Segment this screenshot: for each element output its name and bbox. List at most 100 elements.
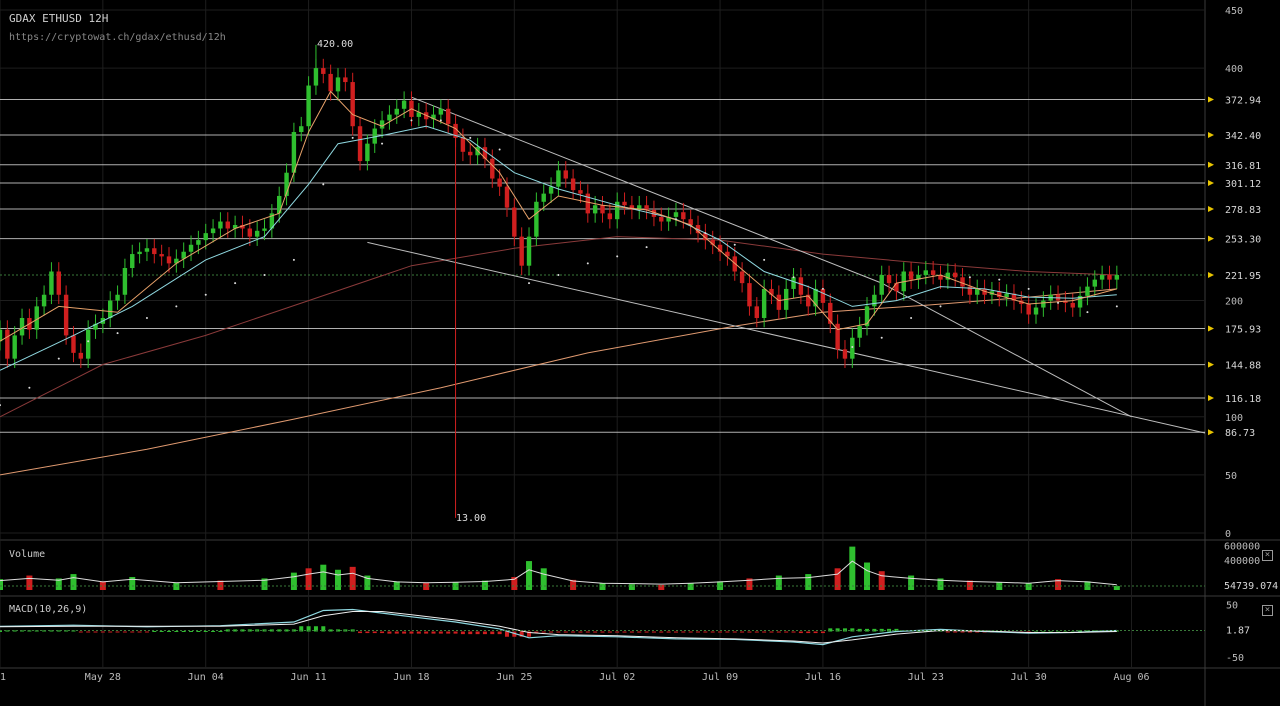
psar-dot xyxy=(880,336,883,339)
price-level-label: 144.88 xyxy=(1225,361,1261,372)
candle-body xyxy=(328,73,333,92)
volume-bar xyxy=(864,562,871,590)
candle-body xyxy=(563,170,568,179)
macd-current-label: 1.87 xyxy=(1226,626,1250,637)
macd-histogram-bar xyxy=(945,631,950,633)
candle-body xyxy=(482,147,488,159)
macd-histogram-bar xyxy=(681,631,686,633)
macd-histogram-bar xyxy=(299,626,304,632)
macd-histogram-bar xyxy=(747,631,752,633)
macd-histogram-bar xyxy=(137,631,142,633)
macd-histogram-bar xyxy=(637,631,642,633)
price-level-label: 301.12 xyxy=(1225,179,1261,190)
psar-dot xyxy=(821,287,824,290)
macd-histogram-bar xyxy=(174,630,179,632)
volume-bar xyxy=(570,579,577,590)
macd-histogram-bar xyxy=(666,631,671,633)
candle-body xyxy=(34,306,39,330)
y-tick-label: 400 xyxy=(1225,64,1243,75)
macd-histogram-bar xyxy=(409,631,414,634)
macd-histogram-bar xyxy=(56,630,61,632)
macd-histogram-bar xyxy=(93,631,98,633)
psar-dot xyxy=(145,316,148,319)
psar-dot xyxy=(57,357,60,360)
macd-histogram-bar xyxy=(460,631,465,635)
candle-body xyxy=(401,100,407,109)
volume-close-icon[interactable]: × xyxy=(1262,550,1273,561)
psar-dot xyxy=(557,273,560,276)
candle-body xyxy=(930,270,936,275)
macd-histogram-bar xyxy=(64,630,69,632)
candle-body xyxy=(490,158,495,179)
candle-body xyxy=(504,186,510,208)
macd-histogram-bar xyxy=(365,631,370,634)
candle-body xyxy=(908,271,914,280)
price-level-marker xyxy=(1208,272,1214,279)
x-tick-label: 21 xyxy=(0,672,6,683)
x-tick-label: Jun 18 xyxy=(393,672,429,683)
price-level-label: 221.95 xyxy=(1225,271,1261,282)
candle-body xyxy=(1092,279,1097,287)
candle-body xyxy=(938,274,943,280)
macd-histogram-bar xyxy=(78,631,83,633)
psar-dot xyxy=(645,246,648,249)
y-tick-label: 200 xyxy=(1225,297,1243,308)
macd-histogram-bar xyxy=(696,631,701,633)
candle-body xyxy=(379,120,385,129)
psar-dot xyxy=(792,276,795,279)
candle-body xyxy=(108,300,113,318)
psar-dot xyxy=(910,316,913,319)
price-level-marker xyxy=(1208,394,1214,401)
macd-histogram-bar xyxy=(622,631,627,633)
candle-body xyxy=(93,323,98,330)
psar-dot xyxy=(528,282,531,285)
volume-bar xyxy=(217,580,224,590)
psar-dot xyxy=(674,218,677,221)
candle-body xyxy=(688,219,693,226)
candle-body xyxy=(673,212,679,217)
psar-dot xyxy=(204,293,207,296)
price-level-label: 342.40 xyxy=(1225,131,1261,142)
macd-histogram-bar xyxy=(321,626,326,632)
macd-histogram-bar xyxy=(607,631,612,633)
psar-dot xyxy=(263,273,266,276)
x-tick-label: Jul 02 xyxy=(599,672,635,683)
volume-bar xyxy=(70,574,77,590)
volume-bar xyxy=(1025,583,1032,590)
candle-body xyxy=(952,272,958,278)
candle-body xyxy=(717,244,723,252)
candle-body xyxy=(556,170,561,187)
candle-body xyxy=(394,108,399,115)
candle-body xyxy=(578,190,583,194)
macd-close-icon[interactable]: × xyxy=(1262,605,1273,616)
candle-body xyxy=(144,248,150,252)
macd-histogram-bar xyxy=(651,631,656,633)
psar-dot xyxy=(410,119,413,122)
macd-histogram-bar xyxy=(306,626,311,632)
candle-body xyxy=(828,302,833,324)
candle-body xyxy=(629,205,635,210)
volume-bar xyxy=(540,568,547,590)
candle-body xyxy=(218,221,223,229)
volume-bar xyxy=(334,569,341,590)
candle-body xyxy=(0,329,3,342)
macd-histogram-bar xyxy=(578,631,583,633)
candle-body xyxy=(886,274,892,284)
volume-bar xyxy=(364,575,371,590)
candle-body xyxy=(188,244,194,252)
macd-histogram-bar xyxy=(842,628,847,632)
macd-histogram-bar xyxy=(402,631,407,634)
candle-body xyxy=(56,271,61,295)
chart-source-url[interactable]: https://cryptowat.ch/gdax/ethusd/12h xyxy=(9,32,226,43)
volume-axis-label: 400000 xyxy=(1224,556,1260,567)
psar-dot xyxy=(498,148,501,151)
candle-body xyxy=(115,294,120,301)
macd-histogram-bar xyxy=(431,631,436,634)
candle-body xyxy=(225,221,230,229)
macd-axis-label: 50 xyxy=(1226,600,1238,611)
macd-histogram-bar xyxy=(791,631,796,633)
volume-bar xyxy=(0,579,3,590)
price-level-label: 175.93 xyxy=(1225,325,1261,336)
macd-histogram-bar xyxy=(189,630,194,632)
